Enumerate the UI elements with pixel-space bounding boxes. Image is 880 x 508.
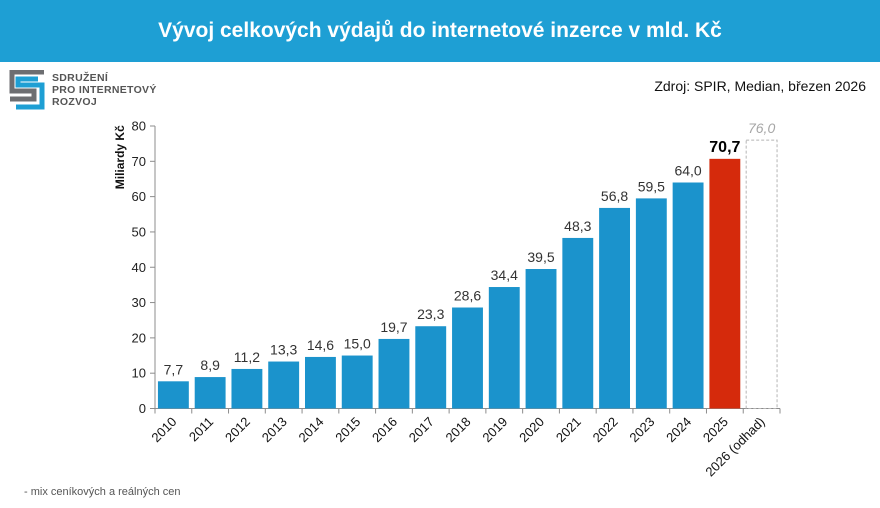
bar	[599, 207, 630, 409]
y-tick-label: 20	[132, 330, 146, 345]
x-tick-label: 2025	[700, 414, 731, 445]
bar	[194, 377, 226, 409]
bar-value-label: 28,6	[454, 288, 481, 304]
bar-value-label: 19,7	[380, 319, 407, 335]
x-tick-label: 2012	[222, 414, 253, 445]
x-tick-label: 2014	[296, 414, 327, 445]
bar-value-label: 59,5	[638, 178, 665, 194]
bar	[341, 355, 373, 409]
y-tick-label: 80	[132, 119, 146, 134]
logo-text: SDRUŽENÍ PRO INTERNETOVÝ ROZVOJ	[52, 72, 157, 108]
y-tick-label: 0	[139, 401, 146, 416]
bar-value-label: 8,9	[200, 357, 220, 373]
x-tick-label: 2020	[516, 414, 547, 445]
bar	[378, 338, 410, 409]
logo-line: ROZVOJ	[52, 96, 97, 108]
footnote: - mix ceníkových a reálných cen	[24, 486, 181, 498]
x-tick-label: 2019	[479, 414, 510, 445]
y-tick-label: 10	[132, 366, 146, 381]
bar-value-label: 48,3	[564, 218, 591, 234]
bar	[562, 237, 594, 409]
x-tick-label: 2021	[553, 414, 584, 445]
bar	[635, 198, 667, 409]
x-tick-label: 2016	[369, 414, 400, 445]
x-tick-label: 2022	[590, 414, 621, 445]
bar-value-label: 15,0	[344, 336, 371, 352]
logo-line: SDRUŽENÍ	[52, 72, 109, 84]
x-tick-label: 2015	[332, 414, 363, 445]
x-tick-label: 2013	[259, 414, 290, 445]
bar	[525, 269, 557, 409]
y-tick-label: 50	[132, 224, 146, 239]
bar-highlight	[709, 158, 741, 409]
bar-value-label: 23,3	[417, 306, 444, 322]
source-note: Zdroj: SPIR, Median, březen 2026	[654, 78, 866, 94]
bar	[268, 361, 300, 409]
bar-value-label: 7,7	[164, 361, 184, 377]
bar-value-label: 14,6	[307, 337, 334, 353]
bar-value-label: 39,5	[527, 249, 554, 265]
bar	[157, 381, 189, 409]
y-tick-label: 60	[132, 189, 146, 204]
y-tick-label: 40	[132, 260, 146, 275]
bar-value-label: 11,2	[234, 349, 260, 365]
bar-value-label: 56,8	[601, 188, 628, 204]
logo: SDRUŽENÍ PRO INTERNETOVÝ ROZVOJ	[8, 70, 157, 110]
bar-value-label: 64,0	[674, 163, 701, 179]
x-tick-label: 2024	[663, 414, 694, 445]
y-axis-label: Miliardy Kč	[113, 125, 127, 189]
bar-value-label: 34,4	[491, 267, 518, 283]
x-tick-label: 2018	[443, 414, 474, 445]
bar	[672, 182, 704, 409]
bar	[415, 326, 447, 409]
bar	[231, 368, 263, 409]
x-tick-label: 2011	[186, 414, 216, 444]
bar-value-label: 13,3	[270, 342, 297, 358]
bar-estimate	[745, 139, 778, 409]
y-tick-label: 30	[132, 295, 146, 310]
y-tick-label: 70	[132, 154, 146, 169]
chart-title: Vývoj celkových výdajů do internetové in…	[158, 19, 722, 42]
bar-value-label: 76,0	[748, 120, 775, 136]
bar	[305, 356, 336, 409]
bar	[452, 307, 483, 409]
x-tick-label: 2010	[148, 414, 179, 445]
x-tick-label: 2023	[626, 414, 657, 445]
x-tick-label: 2017	[406, 414, 437, 445]
logo-line: PRO INTERNETOVÝ	[52, 84, 157, 96]
bar	[488, 287, 520, 409]
title-bar: Vývoj celkových výdajů do internetové in…	[0, 0, 880, 62]
logo-icon	[9, 70, 45, 110]
bar-value-label: 70,7	[709, 139, 740, 156]
